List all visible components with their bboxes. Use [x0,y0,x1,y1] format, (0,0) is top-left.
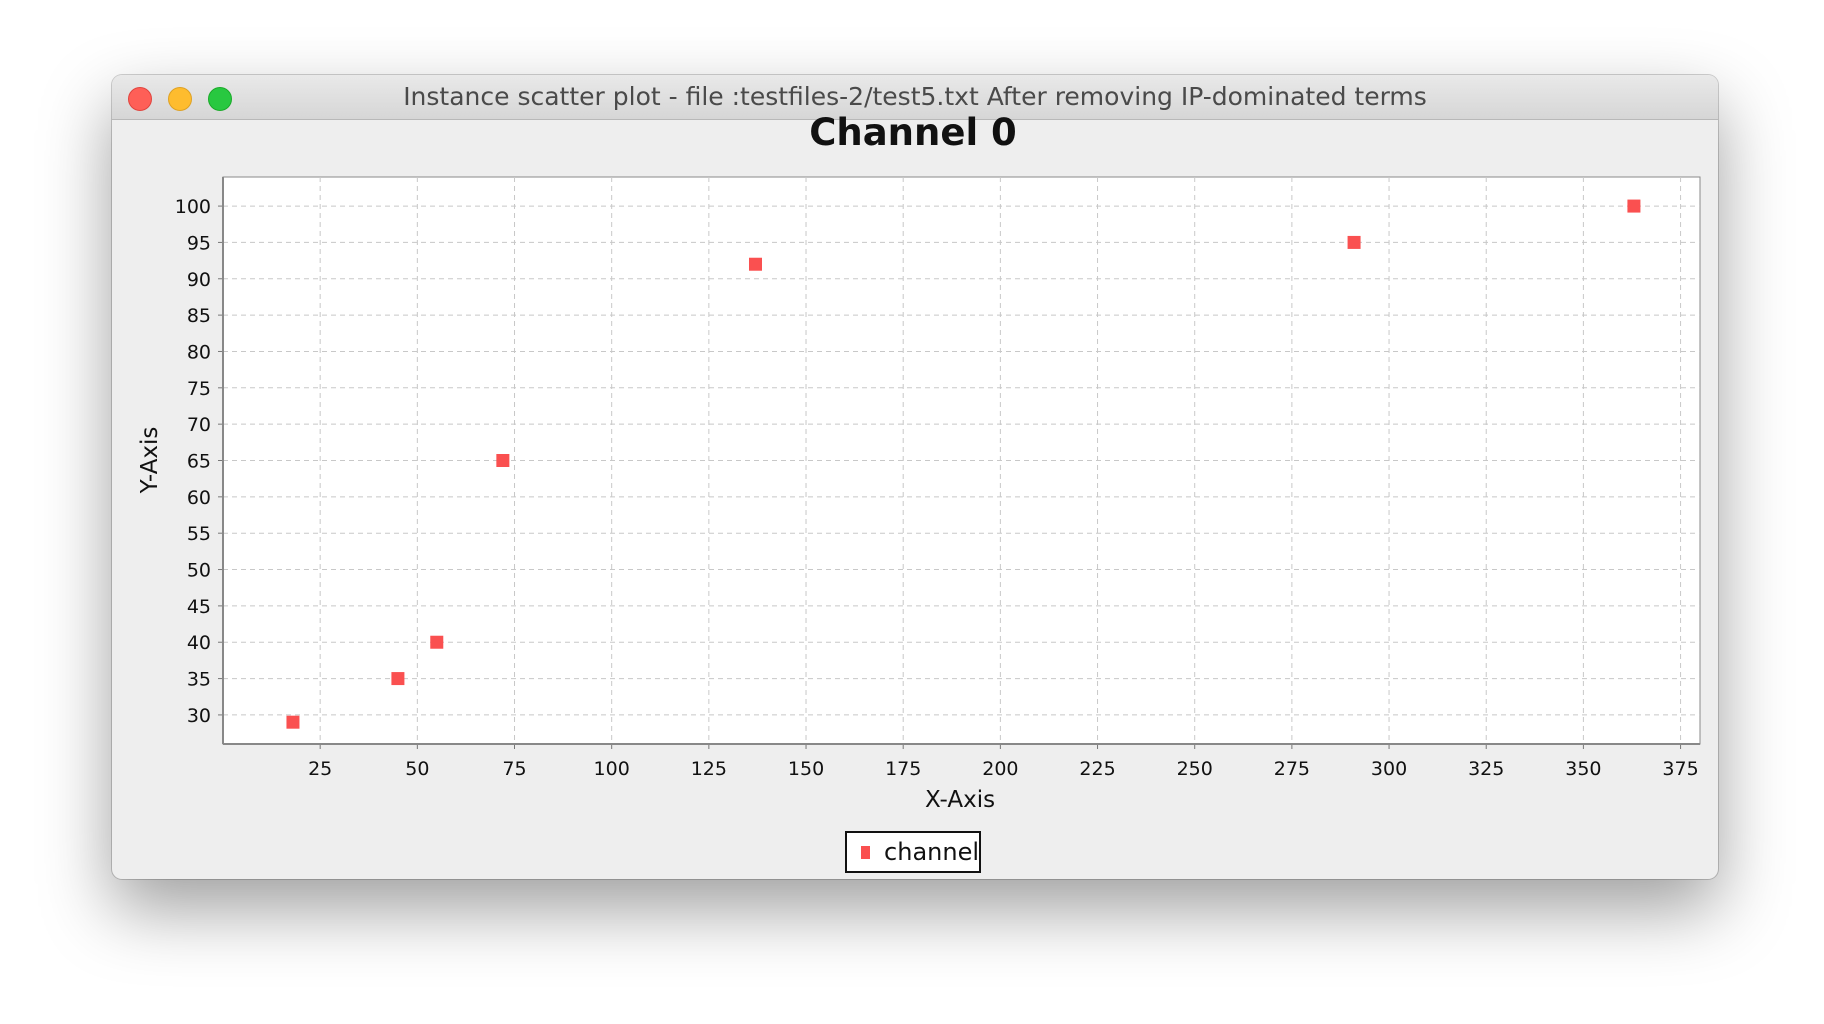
data-point [391,672,405,686]
x-tick-label: 175 [885,758,921,780]
x-tick-label: 350 [1565,758,1601,780]
close-button[interactable] [128,87,152,111]
y-tick-label: 90 [187,269,211,291]
legend-label: channel [884,838,979,866]
x-tick-label: 50 [405,758,429,780]
data-point [496,454,510,467]
window-title: Instance scatter plot - file :testfiles-… [403,82,1427,111]
legend-swatch [861,845,871,859]
y-tick-label: 80 [187,341,211,363]
x-tick-label: 375 [1662,758,1698,780]
y-tick-label: 60 [187,487,211,509]
y-axis-label: Y-Axis [137,427,163,495]
y-tick-label: 70 [187,414,211,436]
data-points [286,199,1641,729]
y-tick-label: 100 [175,196,211,218]
x-tick-label: 25 [308,758,332,780]
y-tick-label: 35 [187,669,211,691]
x-tick-label: 125 [691,758,727,780]
y-tick-label: 30 [187,705,211,727]
y-tick-label: 40 [187,632,211,654]
x-tick-label: 75 [502,758,526,780]
scatter-chart: Channel 0 25 50 75 100 125 150 175 200 225 250 275… [137,111,1701,813]
legend: channel [845,831,981,873]
x-tick-label: 325 [1468,758,1504,780]
x-tick-label: 100 [594,758,630,780]
data-point [1347,235,1361,249]
title-bar[interactable]: Instance scatter plot - file :testfiles-… [112,75,1718,120]
axis-ticks: 25 50 75 100 125 150 175 200 225 250 275 300 325 350 3… [175,177,1700,780]
data-point [286,715,300,729]
y-tick-label: 95 [187,232,211,254]
x-tick-label: 300 [1371,758,1407,780]
y-tick-label: 85 [187,305,211,327]
app-window: Instance scatter plot - file :testfiles-… [112,75,1718,879]
y-tick-label: 45 [187,596,211,618]
x-tick-label: 250 [1177,758,1213,780]
data-point [748,257,762,271]
data-point [430,635,444,649]
x-axis-label: X-Axis [925,787,995,813]
y-tick-label: 75 [187,378,211,400]
y-tick-label: 65 [187,451,211,473]
y-tick-label: 55 [187,523,211,545]
chart-title: Channel 0 [809,111,1017,154]
x-tick-label: 200 [982,758,1018,780]
minimize-button[interactable] [168,87,192,111]
zoom-button[interactable] [208,87,232,111]
x-tick-label: 225 [1079,758,1115,780]
data-point [1627,199,1641,213]
y-tick-label: 50 [187,560,211,582]
x-tick-label: 150 [788,758,824,780]
grid-lines [223,177,1700,744]
x-tick-label: 275 [1274,758,1310,780]
